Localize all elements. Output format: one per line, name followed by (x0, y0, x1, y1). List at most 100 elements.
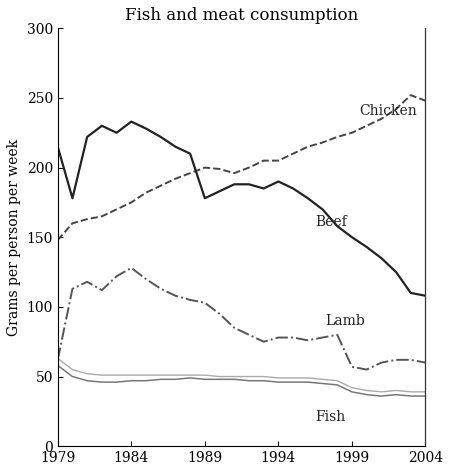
Beef (349, 235, 355, 240)
Text: Chicken: Chicken (359, 104, 417, 118)
Other (320, 377, 325, 382)
Other (364, 388, 369, 393)
Other (158, 372, 163, 378)
Lamb (202, 300, 207, 305)
Chicken (55, 237, 60, 243)
Chicken (276, 158, 281, 163)
Beef (320, 207, 325, 212)
Beef (364, 244, 369, 250)
Other (232, 374, 237, 379)
Beef (423, 293, 428, 299)
Beef (70, 195, 75, 201)
Beef (232, 181, 237, 187)
Line: Chicken: Chicken (58, 95, 426, 240)
Lamb (276, 335, 281, 340)
Fish (334, 382, 340, 388)
Other (85, 371, 90, 377)
Chicken (188, 170, 193, 176)
Other (129, 372, 134, 378)
Other (246, 374, 252, 379)
Chicken (305, 144, 310, 150)
Fish (232, 377, 237, 382)
Beef (85, 134, 90, 140)
Other (393, 388, 399, 393)
Beef (158, 134, 163, 140)
Chicken (334, 134, 340, 140)
Other (70, 367, 75, 372)
Beef (276, 179, 281, 185)
Fish (261, 378, 266, 384)
Beef (202, 195, 207, 201)
Lamb (290, 335, 296, 340)
Chicken (85, 216, 90, 222)
Lamb (217, 311, 222, 317)
Fish (55, 362, 60, 368)
Lamb (261, 339, 266, 345)
Other (276, 375, 281, 381)
Lamb (70, 286, 75, 292)
Fish (378, 393, 384, 399)
Fish (173, 377, 178, 382)
Chicken (158, 183, 163, 188)
Chicken (290, 151, 296, 157)
Chicken (393, 106, 399, 112)
Fish (320, 381, 325, 387)
Fish (423, 393, 428, 399)
Chicken (364, 123, 369, 129)
Chicken (349, 130, 355, 135)
Other (217, 374, 222, 379)
Beef (290, 185, 296, 191)
Fish (129, 378, 134, 384)
Beef (55, 144, 60, 150)
Other (305, 375, 310, 381)
Chicken (408, 93, 414, 98)
Fish (143, 378, 148, 384)
Line: Lamb: Lamb (58, 268, 426, 370)
Other (408, 389, 414, 395)
Lamb (232, 325, 237, 330)
Lamb (334, 332, 340, 337)
Chicken (129, 200, 134, 205)
Beef (393, 269, 399, 275)
Lamb (349, 364, 355, 370)
Chicken (217, 166, 222, 172)
Fish (85, 378, 90, 384)
Lamb (143, 276, 148, 282)
Beef (129, 119, 134, 125)
Fish (188, 375, 193, 381)
Fish (70, 374, 75, 379)
Text: Fish: Fish (315, 410, 346, 424)
Chicken (70, 220, 75, 226)
Lamb (423, 360, 428, 365)
Lamb (173, 293, 178, 299)
Chicken (143, 190, 148, 195)
Lamb (320, 335, 325, 340)
Text: Beef: Beef (315, 215, 347, 229)
Chicken (378, 116, 384, 122)
Line: Fish: Fish (58, 365, 426, 396)
Fish (158, 377, 163, 382)
Fish (246, 378, 252, 384)
Other (423, 389, 428, 395)
Lamb (129, 265, 134, 271)
Beef (408, 290, 414, 296)
Other (261, 374, 266, 379)
Chicken (173, 176, 178, 182)
Lamb (99, 287, 104, 293)
Lamb (378, 360, 384, 365)
Fish (393, 392, 399, 397)
Other (188, 372, 193, 378)
Other (334, 378, 340, 384)
Chicken (114, 207, 119, 212)
Lamb (55, 357, 60, 362)
Beef (217, 188, 222, 194)
Beef (305, 195, 310, 201)
Lamb (393, 357, 399, 362)
Lamb (246, 332, 252, 337)
Other (202, 372, 207, 378)
Fish (408, 393, 414, 399)
Line: Other: Other (58, 358, 426, 392)
Beef (173, 144, 178, 150)
Lamb (305, 337, 310, 343)
Lamb (364, 367, 369, 372)
